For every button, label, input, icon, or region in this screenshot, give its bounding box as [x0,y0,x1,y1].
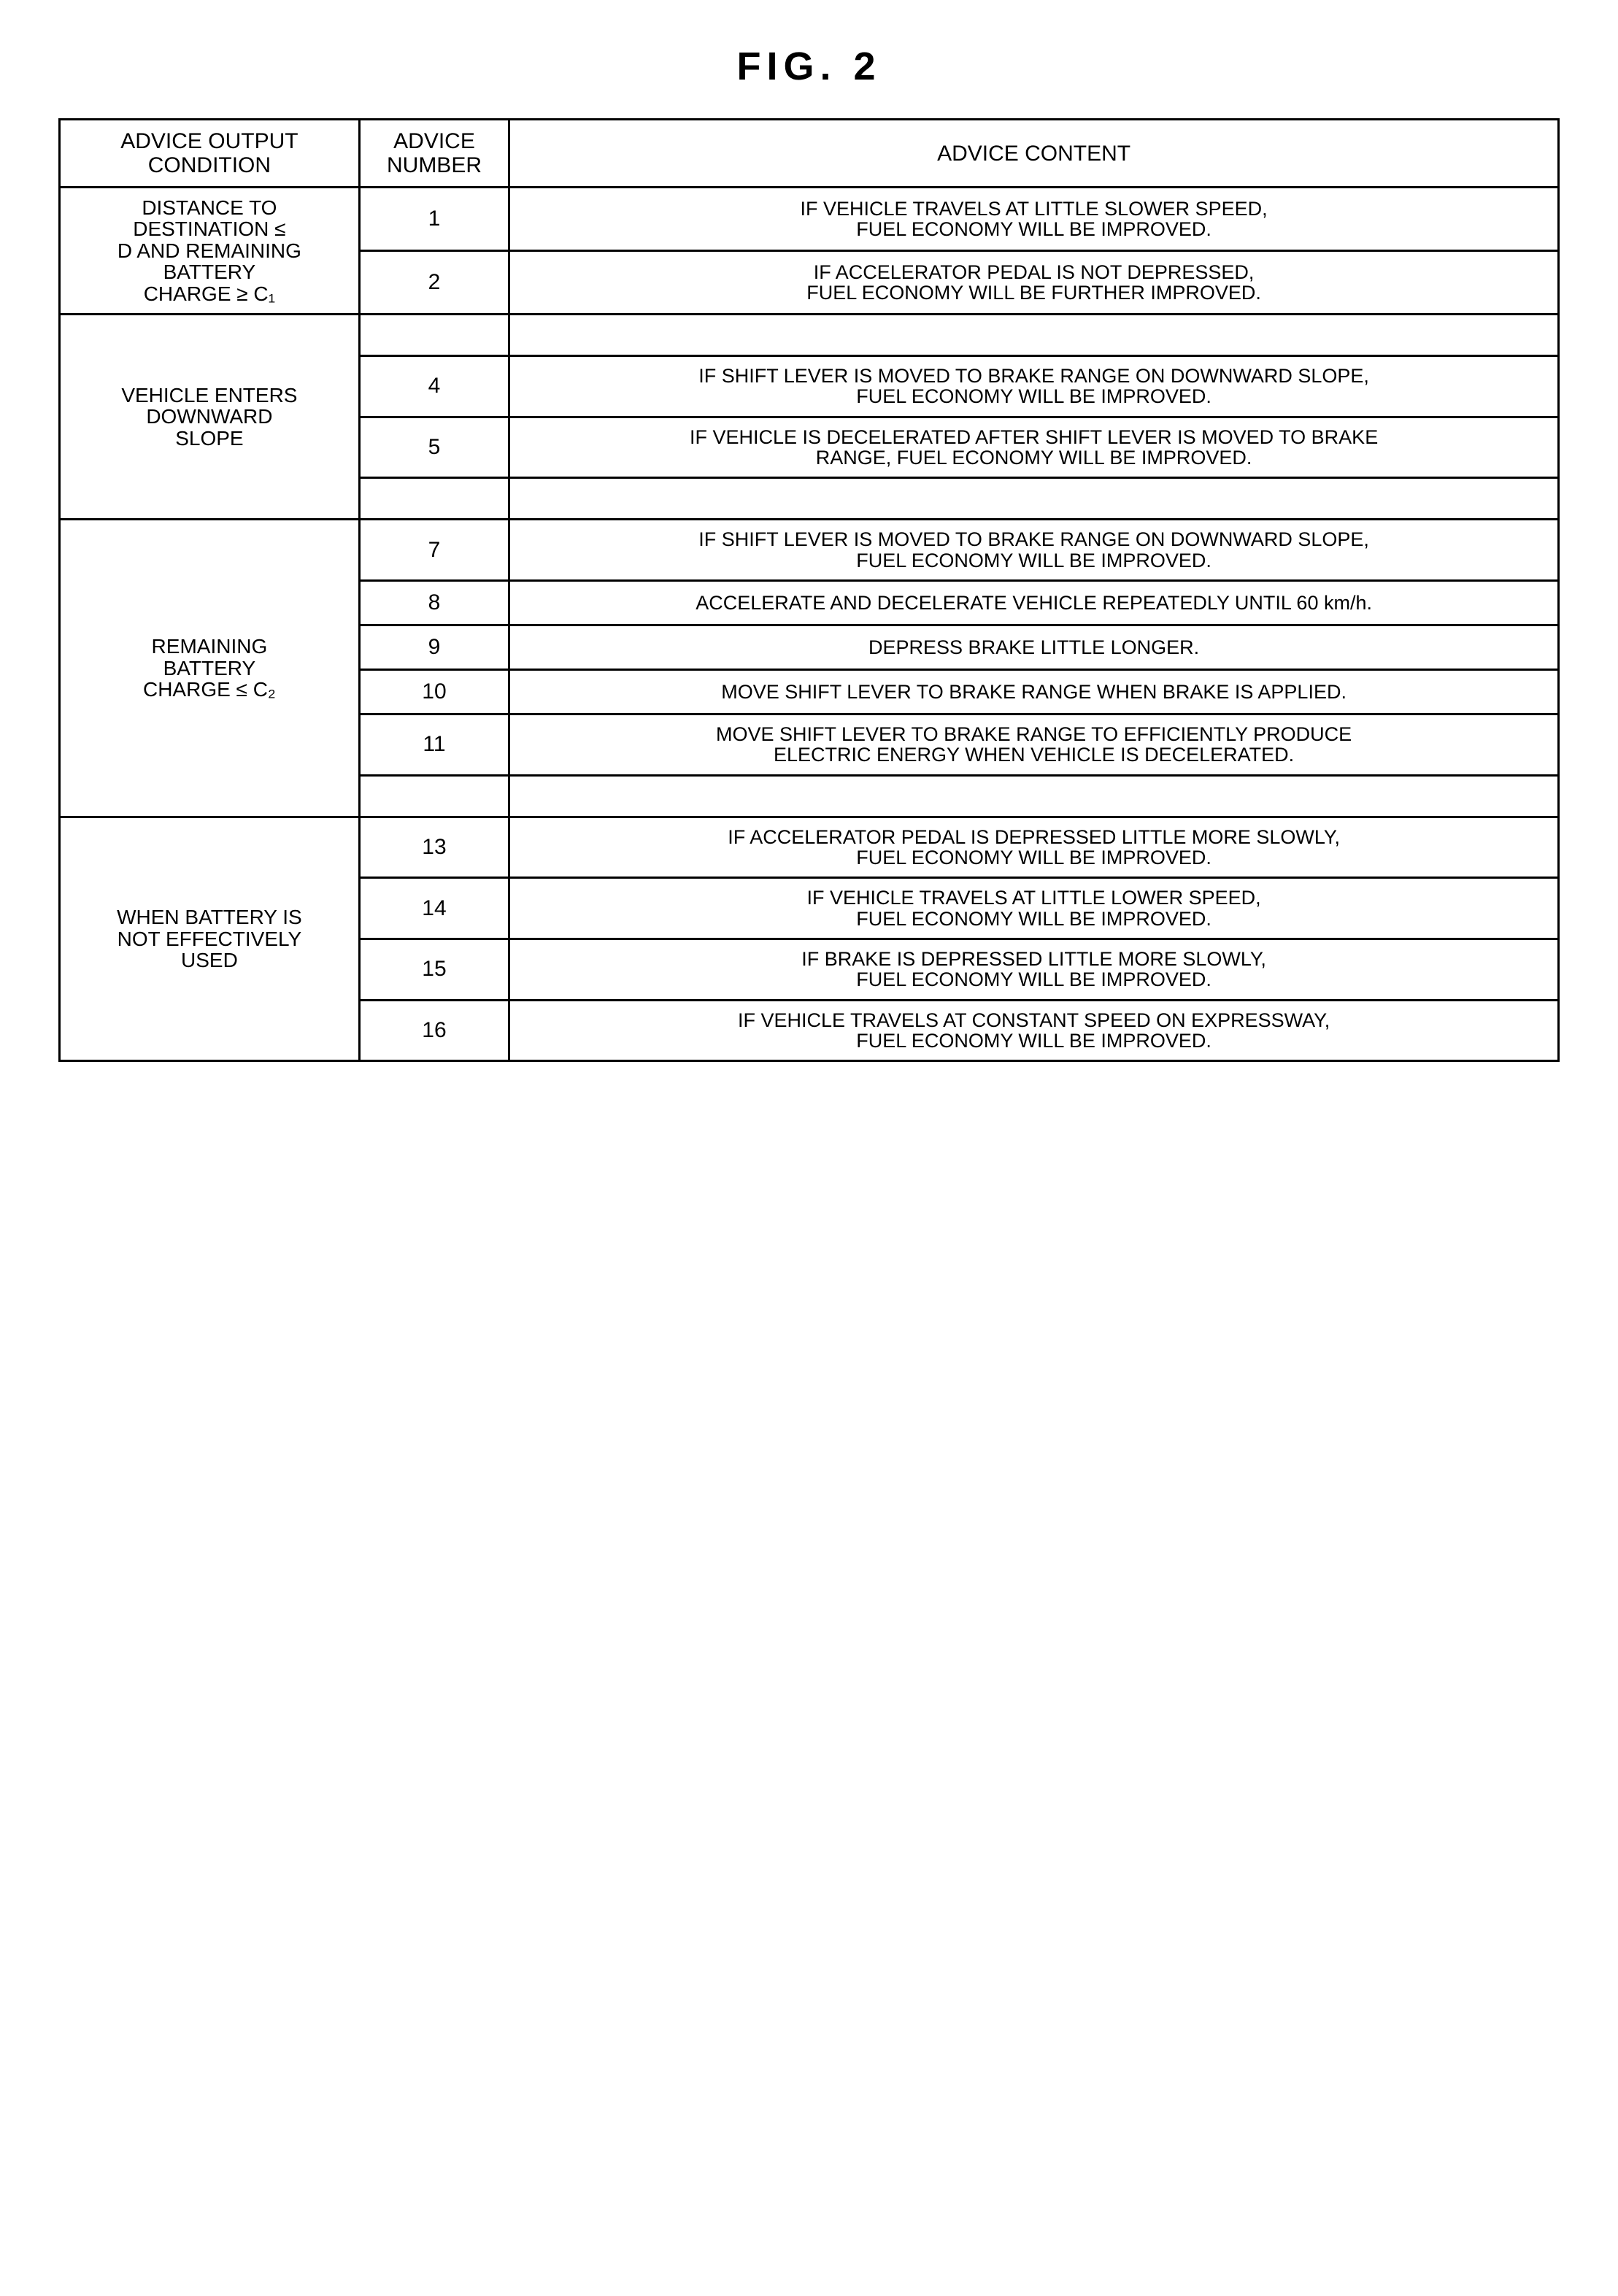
advice-content-cell: IF SHIFT LEVER IS MOVED TO BRAKE RANGE O… [509,355,1559,417]
condition-cell: REMAININGBATTERYCHARGE ≤ C₂ [60,520,360,817]
advice-content-cell: MOVE SHIFT LEVER TO BRAKE RANGE WHEN BRA… [509,670,1559,714]
header-number: ADVICENUMBER [359,120,509,188]
condition-cell: DISTANCE TODESTINATION ≤D AND REMAININGB… [60,188,360,315]
advice-number-cell: 14 [359,878,509,939]
advice-content-cell: IF ACCELERATOR PEDAL IS NOT DEPRESSED,FU… [509,250,1559,314]
table-row: VEHICLE ENTERSDOWNWARDSLOPE [60,314,1559,355]
advice-content-cell [509,478,1559,520]
header-condition: ADVICE OUTPUTCONDITION [60,120,360,188]
header-row: ADVICE OUTPUTCONDITION ADVICENUMBER ADVI… [60,120,1559,188]
advice-number-cell [359,775,509,817]
advice-number-cell: 5 [359,417,509,478]
advice-number-cell [359,478,509,520]
advice-table: ADVICE OUTPUTCONDITION ADVICENUMBER ADVI… [58,118,1560,1062]
table-row: REMAININGBATTERYCHARGE ≤ C₂7IF SHIFT LEV… [60,520,1559,581]
advice-number-cell: 7 [359,520,509,581]
header-content: ADVICE CONTENT [509,120,1559,188]
advice-number-cell: 15 [359,939,509,1001]
table-row: DISTANCE TODESTINATION ≤D AND REMAININGB… [60,188,1559,251]
advice-number-cell: 2 [359,250,509,314]
advice-number-cell: 4 [359,355,509,417]
advice-content-cell: IF ACCELERATOR PEDAL IS DEPRESSED LITTLE… [509,817,1559,878]
advice-content-cell: IF VEHICLE TRAVELS AT LITTLE LOWER SPEED… [509,878,1559,939]
advice-content-cell [509,314,1559,355]
advice-content-cell: MOVE SHIFT LEVER TO BRAKE RANGE TO EFFIC… [509,714,1559,776]
condition-cell: WHEN BATTERY ISNOT EFFECTIVELYUSED [60,817,360,1061]
advice-content-cell: IF BRAKE IS DEPRESSED LITTLE MORE SLOWLY… [509,939,1559,1001]
advice-number-cell: 16 [359,1000,509,1061]
advice-number-cell: 13 [359,817,509,878]
advice-content-cell [509,775,1559,817]
advice-content-cell: DEPRESS BRAKE LITTLE LONGER. [509,625,1559,670]
table-row: WHEN BATTERY ISNOT EFFECTIVELYUSED13IF A… [60,817,1559,878]
advice-number-cell: 11 [359,714,509,776]
advice-content-cell: IF VEHICLE IS DECELERATED AFTER SHIFT LE… [509,417,1559,478]
advice-number-cell: 10 [359,670,509,714]
advice-content-cell: IF VEHICLE TRAVELS AT CONSTANT SPEED ON … [509,1000,1559,1061]
advice-content-cell: ACCELERATE AND DECELERATE VEHICLE REPEAT… [509,581,1559,625]
advice-number-cell: 9 [359,625,509,670]
condition-cell: VEHICLE ENTERSDOWNWARDSLOPE [60,314,360,519]
advice-content-cell: IF VEHICLE TRAVELS AT LITTLE SLOWER SPEE… [509,188,1559,251]
advice-number-cell: 8 [359,581,509,625]
figure-title: FIG. 2 [58,44,1560,89]
advice-content-cell: IF SHIFT LEVER IS MOVED TO BRAKE RANGE O… [509,520,1559,581]
advice-number-cell: 1 [359,188,509,251]
advice-number-cell [359,314,509,355]
